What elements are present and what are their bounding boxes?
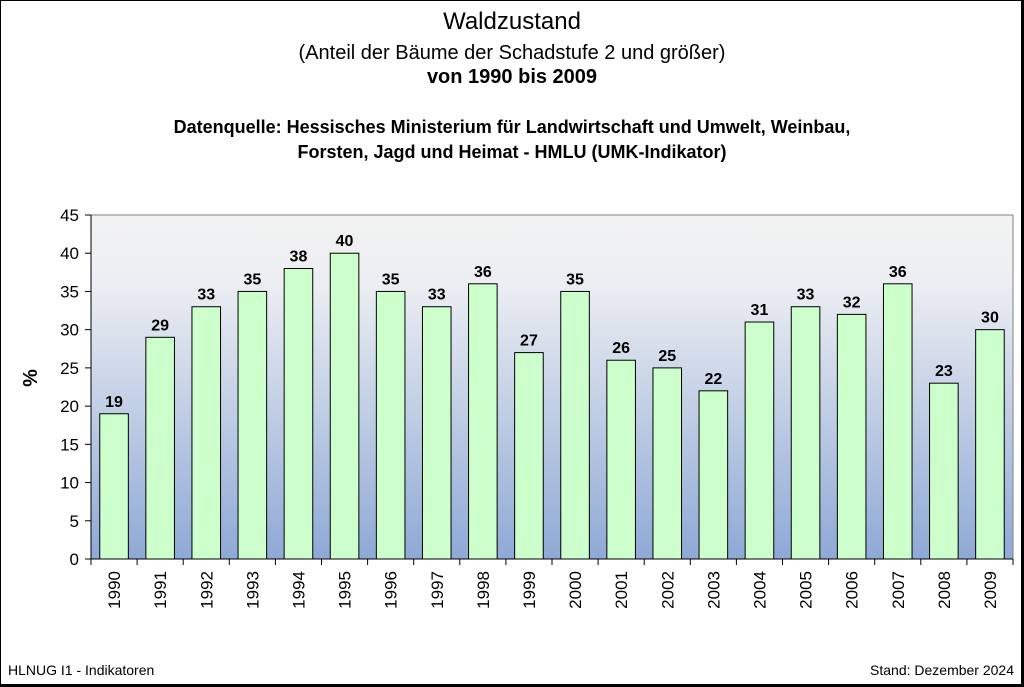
y-tick-label-15: 15 [60, 435, 79, 454]
data-label-1995: 40 [336, 233, 354, 250]
bar-2003 [698, 390, 729, 560]
bar-2000 [560, 290, 590, 560]
x-tick-label-1993: 1993 [243, 571, 262, 609]
data-label-2008: 23 [935, 363, 953, 380]
data-label-2001: 26 [612, 340, 630, 357]
bar-2002 [652, 367, 683, 560]
bar-2005 [790, 306, 821, 560]
x-tick-label-1991: 1991 [151, 571, 170, 609]
x-tick-label-2008: 2008 [935, 571, 954, 609]
data-label-1993: 35 [243, 271, 261, 288]
x-tick-label-2000: 2000 [566, 571, 585, 609]
bar-2001 [606, 359, 636, 560]
bar-1998 [468, 283, 498, 560]
y-tick-label-35: 35 [60, 282, 79, 301]
bar-1992 [191, 306, 222, 560]
x-tick-label-2007: 2007 [889, 571, 908, 609]
data-label-1998: 36 [474, 264, 492, 281]
plot-area [90, 214, 1014, 560]
x-tick-label-1997: 1997 [428, 571, 447, 609]
data-label-2002: 25 [658, 348, 676, 365]
footer-left: HLNUG I1 - Indikatoren [8, 662, 155, 678]
data-label-2007: 36 [889, 264, 907, 281]
x-tick-label-1998: 1998 [474, 571, 493, 609]
bar-1994 [283, 268, 314, 560]
bar-1999 [514, 352, 544, 560]
y-tick-label-45: 45 [60, 206, 79, 225]
data-label-2006: 32 [843, 294, 861, 311]
data-label-1994: 38 [290, 249, 308, 266]
data-label-2009: 30 [981, 310, 999, 327]
x-tick-label-2005: 2005 [797, 571, 816, 609]
x-tick-label-1992: 1992 [197, 571, 216, 609]
bar-1996 [375, 290, 406, 560]
source-line-2: Forsten, Jagd und Heimat - HMLU (UMK-Ind… [297, 142, 727, 162]
x-tick-label-1994: 1994 [289, 571, 308, 609]
data-label-2005: 33 [797, 287, 815, 304]
y-tick-label-0: 0 [70, 550, 79, 569]
data-label-1996: 35 [382, 271, 400, 288]
data-label-1990: 19 [105, 394, 123, 411]
y-tick-label-5: 5 [70, 512, 79, 531]
bar-1991 [145, 336, 175, 560]
x-tick-label-2006: 2006 [843, 571, 862, 609]
x-tick-label-1995: 1995 [336, 571, 355, 609]
footer-right: Stand: Dezember 2024 [870, 662, 1014, 678]
data-label-2004: 31 [751, 302, 769, 319]
y-axis-label: % [20, 369, 42, 387]
x-tick-label-1999: 1999 [520, 571, 539, 609]
chart-subtitle: (Anteil der Bäume der Schadstufe 2 und g… [298, 42, 726, 64]
y-tick-label-30: 30 [60, 321, 79, 340]
y-tick-label-10: 10 [60, 474, 79, 493]
bar-1993 [237, 290, 268, 560]
bar-2008 [929, 382, 959, 560]
data-label-1991: 29 [151, 317, 169, 334]
bar-1995 [329, 252, 360, 560]
bar-1990 [99, 413, 129, 560]
data-label-2003: 22 [704, 371, 722, 388]
bar-1997 [421, 306, 452, 560]
bar-2004 [744, 321, 775, 560]
chart-period: von 1990 bis 2009 [426, 66, 598, 88]
y-tick-label-25: 25 [60, 359, 79, 378]
chart-title: Waldzustand [443, 8, 581, 35]
x-tick-label-2003: 2003 [704, 571, 723, 609]
bar-2007 [882, 283, 913, 560]
y-tick-label-20: 20 [60, 397, 79, 416]
x-tick-label-2009: 2009 [981, 571, 1000, 609]
x-tick-label-2004: 2004 [750, 571, 769, 609]
data-label-2000: 35 [566, 271, 584, 288]
x-tick-label-2002: 2002 [658, 571, 677, 609]
data-label-1997: 33 [428, 287, 446, 304]
y-tick-label-40: 40 [60, 244, 79, 263]
x-tick-label-1996: 1996 [382, 571, 401, 609]
bar-2006 [836, 313, 867, 560]
data-label-1999: 27 [520, 333, 538, 350]
x-tick-label-2001: 2001 [612, 571, 631, 609]
source-line-1: Datenquelle: Hessisches Ministerium für … [173, 117, 851, 137]
bar-2009 [975, 329, 1005, 560]
data-label-1992: 33 [197, 287, 215, 304]
x-tick-label-1990: 1990 [105, 571, 124, 609]
